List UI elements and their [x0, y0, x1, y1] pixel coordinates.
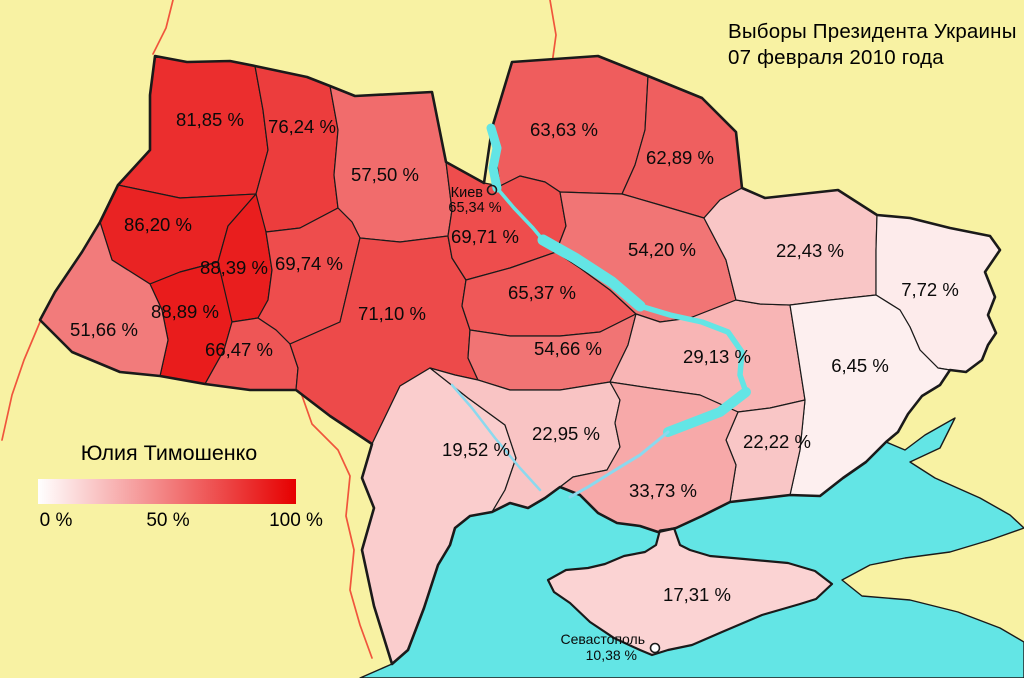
- ukraine-outer-border: [38, 54, 1002, 666]
- label-kyiv-oblast: 69,71 %: [451, 226, 519, 247]
- label-donetsk: 6,45 %: [831, 355, 889, 376]
- label-vinnytsia: 71,10 %: [358, 303, 426, 324]
- map-title: Выборы Президента Украины 07 февраля 201…: [728, 19, 1017, 71]
- dnieper-upper: [495, 186, 545, 242]
- foreign-border-line: [549, 0, 557, 65]
- label-kharkiv: 22,43 %: [776, 240, 844, 261]
- legend-gradient-bar: [38, 479, 296, 504]
- label-zakarpattia: 51,66 %: [70, 319, 138, 340]
- sevastopol-city-marker[interactable]: [649, 642, 661, 654]
- label-odesa: 19,52 %: [442, 439, 510, 460]
- foreign-border-line: [299, 389, 373, 659]
- crimea-outer-border: [546, 527, 834, 657]
- legend-ticks: 0 % 50 % 100 %: [38, 510, 323, 532]
- sevastopol-city-value: 10,38 %: [586, 647, 637, 663]
- label-cherkasy: 65,37 %: [508, 282, 576, 303]
- label-zhytomyr: 57,50 %: [351, 164, 419, 185]
- kyiv-city-value: 65,34 %: [448, 200, 501, 216]
- label-rivne: 76,24 %: [268, 116, 336, 137]
- legend-tick-max: 100 %: [269, 510, 323, 531]
- legend-tick-min: 0 %: [39, 510, 73, 531]
- foreign-border-lines: [1, 0, 557, 659]
- kremenchuk-reservoir: [537, 234, 646, 312]
- region-rivne[interactable]: [254, 65, 339, 233]
- legend-title: Юлия Тимошенко: [80, 441, 258, 465]
- label-chernihiv: 63,63 %: [530, 119, 598, 140]
- foreign-border-line: [152, 0, 174, 55]
- southern-buh-river: [450, 383, 542, 492]
- label-crimea: 17,31 %: [663, 584, 731, 605]
- label-chernivtsi: 66,47 %: [205, 339, 273, 360]
- dnieper-river: [450, 123, 751, 499]
- label-volyn: 81,85 %: [176, 109, 244, 130]
- map-title-line1: Выборы Президента Украины: [728, 20, 1017, 43]
- kyiv-reservoir: [486, 123, 502, 193]
- kyiv-city-label: Киев: [451, 185, 484, 201]
- sevastopol-city-label: Севастополь: [560, 631, 645, 647]
- label-ivano-frankivsk: 88,89 %: [151, 301, 219, 322]
- foreign-border-line: [1, 321, 41, 441]
- legend-tick-mid: 50 %: [146, 510, 190, 531]
- map-title-line2: 07 февраля 2010 года: [728, 46, 944, 69]
- label-kherson: 33,73 %: [629, 480, 697, 501]
- label-khmelnytskyi: 69,74 %: [275, 253, 343, 274]
- label-zaporizhzhia: 22,22 %: [743, 431, 811, 452]
- dnieper-lower: [568, 430, 670, 499]
- label-dnipropetrovsk: 29,13 %: [683, 346, 751, 367]
- city-markers: Киев 65,34 % Севастополь 10,38 %: [448, 184, 661, 663]
- kakhovka-reservoir: [663, 387, 751, 437]
- label-kirovohrad: 54,66 %: [534, 338, 602, 359]
- legend: Юлия Тимошенко 0 % 50 % 100 %: [38, 441, 323, 532]
- label-poltava: 54,20 %: [628, 239, 696, 260]
- region-labels: 81,85 % 76,24 % 57,50 % 63,63 % 62,89 % …: [70, 109, 959, 605]
- label-sumy: 62,89 %: [646, 147, 714, 168]
- label-mykolaiv: 22,95 %: [532, 423, 600, 444]
- label-luhansk: 7,72 %: [901, 279, 959, 300]
- kyiv-city-marker[interactable]: [486, 184, 498, 196]
- label-ternopil: 88,39 %: [200, 257, 268, 278]
- dnieper-middle: [637, 303, 749, 395]
- regions: [39, 55, 1001, 665]
- label-lviv: 86,20 %: [124, 214, 192, 235]
